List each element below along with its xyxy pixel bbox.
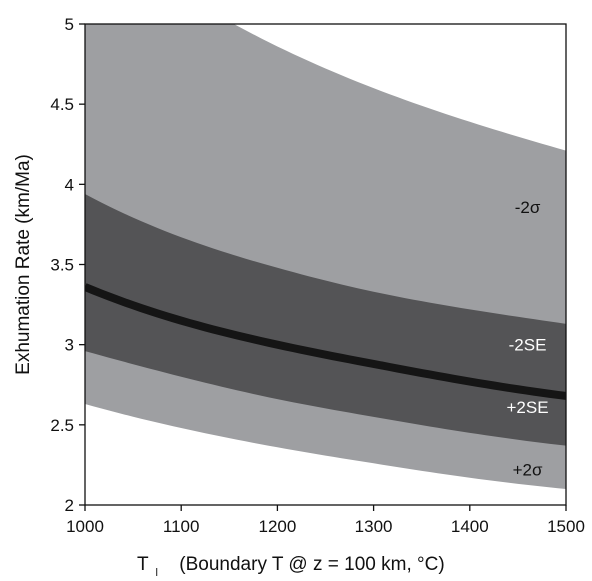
band-label-2: +2SE <box>506 398 548 417</box>
y-axis-ticks: 2 2.5 3 3.5 4 4.5 5 <box>50 15 85 515</box>
x-tick-label: 1200 <box>258 517 296 536</box>
x-axis-label-subscript: l <box>156 567 158 579</box>
x-tick-label: 1000 <box>66 517 104 536</box>
two-se-band <box>85 193 566 446</box>
x-tick-label: 1400 <box>451 517 489 536</box>
band-label-3: +2σ <box>513 461 543 480</box>
x-axis-label-main: T <box>137 554 149 575</box>
x-axis-label-text: (Boundary T @ z = 100 km, °C) <box>179 554 444 575</box>
y-tick-label: 3 <box>65 336 74 355</box>
y-tick-label: 2 <box>65 496 74 515</box>
x-tick-label: 1300 <box>355 517 393 536</box>
band-label-0: -2σ <box>515 198 541 217</box>
central-curve-group <box>85 283 566 400</box>
y-tick-label: 2.5 <box>50 416 74 435</box>
band-label-1: -2SE <box>509 336 547 355</box>
x-tick-label: 1100 <box>163 517 200 536</box>
x-tick-label: 1500 <box>547 517 585 536</box>
x-axis-label: T l (Boundary T @ z = 100 km, °C) <box>137 554 445 581</box>
band-labels: -2σ -2SE +2SE +2σ <box>506 198 548 480</box>
y-tick-label: 4.5 <box>50 95 74 114</box>
central-curve <box>85 283 566 400</box>
y-tick-label: 5 <box>65 15 74 34</box>
y-tick-label: 3.5 <box>50 256 74 275</box>
y-tick-label: 4 <box>65 175 74 194</box>
y-axis-label: Exhumation Rate (km/Ma) <box>13 154 34 375</box>
uncertainty-bands <box>85 24 566 489</box>
x-axis-ticks: 1000 1100 1200 1300 1400 1500 <box>66 505 585 536</box>
